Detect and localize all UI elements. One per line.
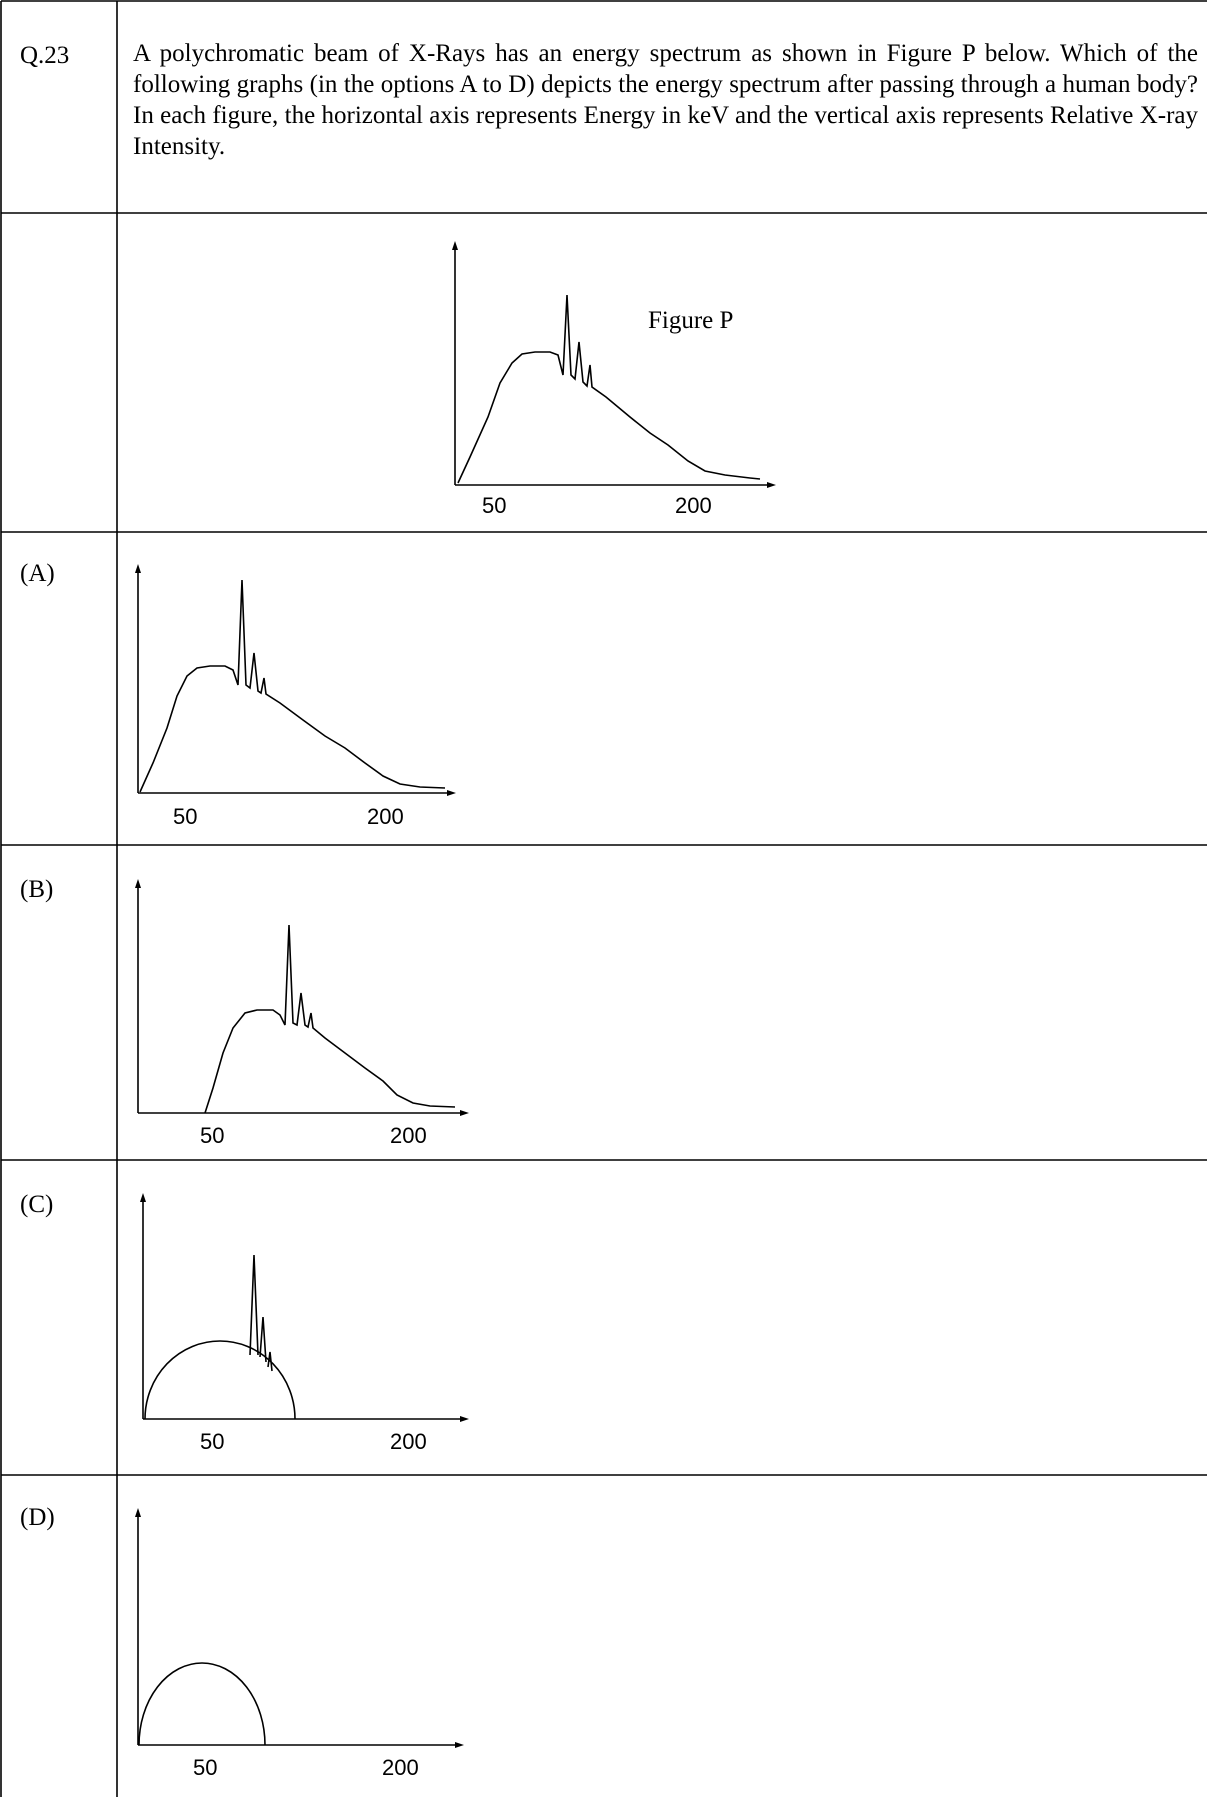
figure-p-title: Figure P — [648, 307, 734, 334]
option-b-plot — [135, 879, 469, 1116]
option-d-graph: 50 200 — [125, 1502, 475, 1792]
x-axis-arrow — [767, 482, 776, 488]
spectrum-curve — [144, 1340, 296, 1420]
y-axis-arrow — [140, 1193, 146, 1202]
figure-p-graph: Figure P 50 200 — [440, 235, 780, 525]
option-d-plot — [135, 1508, 464, 1748]
spectrum-curve — [204, 924, 456, 1114]
peak-lines — [249, 1254, 273, 1372]
x-tick-50: 50 — [482, 493, 507, 518]
option-c-label: (C) — [20, 1191, 54, 1218]
option-b-graph: 50 200 — [125, 873, 475, 1158]
x-tick-200: 200 — [382, 1755, 419, 1780]
y-axis-arrow — [135, 564, 141, 573]
x-tick-200: 200 — [675, 493, 712, 518]
spectrum-curve — [457, 294, 761, 484]
x-axis-arrow — [460, 1416, 469, 1422]
x-axis-arrow — [447, 790, 456, 796]
option-a-graph: 50 200 — [125, 558, 465, 843]
option-a-plot — [135, 564, 456, 796]
option-c-graph: 50 200 — [130, 1187, 480, 1472]
question-number: Q.23 — [20, 42, 70, 69]
spectrum-curve — [139, 579, 446, 793]
x-tick-200: 200 — [390, 1429, 427, 1454]
y-axis-arrow — [452, 241, 458, 250]
x-tick-200: 200 — [367, 804, 404, 829]
x-tick-50: 50 — [193, 1755, 218, 1780]
option-d-label: (D) — [20, 1504, 55, 1531]
question-text: A polychromatic beam of X-Rays has an en… — [133, 40, 1198, 160]
x-axis-arrow — [455, 1742, 464, 1748]
option-a-label: (A) — [20, 560, 55, 587]
y-axis-arrow — [135, 1508, 141, 1517]
option-c-plot — [140, 1193, 469, 1422]
x-tick-200: 200 — [390, 1123, 427, 1148]
spectrum-curve — [138, 1662, 266, 1746]
figure-p-plot — [452, 241, 776, 488]
x-axis-arrow — [460, 1110, 469, 1116]
option-b-label: (B) — [20, 876, 54, 903]
x-tick-50: 50 — [200, 1123, 225, 1148]
y-axis-arrow — [135, 879, 141, 888]
x-tick-50: 50 — [173, 804, 198, 829]
x-tick-50: 50 — [200, 1429, 225, 1454]
